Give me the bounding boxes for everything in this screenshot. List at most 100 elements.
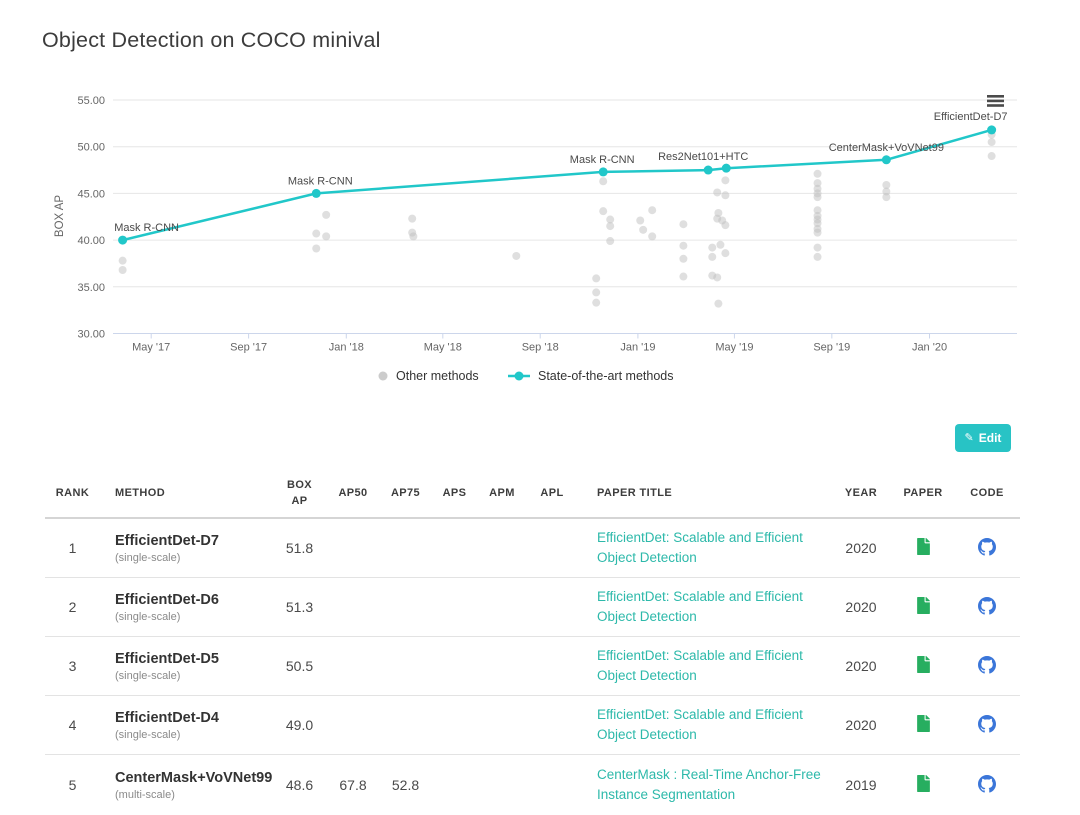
code-cell [954,655,1020,677]
table-header-row: RANK METHOD BOX AP AP50 AP75 APS APM APL… [45,470,1020,519]
sota-point[interactable] [118,235,128,245]
y-axis-title: BOX AP [54,195,66,238]
year-cell: 2019 [845,777,877,793]
paper-title-link[interactable]: EfficientDet: Scalable and Efficient Obj… [597,647,803,683]
col-header-code: CODE [970,486,1004,499]
table-row: 3 EfficientDet-D5 (single-scale) 50.5 Ef… [45,637,1020,696]
other-method-point [679,272,688,281]
paper-cell [892,597,954,617]
year-cell: 2020 [845,717,877,733]
paper-title-link[interactable]: EfficientDet: Scalable and Efficient Obj… [597,529,803,565]
other-method-point [648,206,657,215]
github-icon[interactable] [978,714,996,733]
sota-point[interactable] [598,167,608,177]
method-cell: EfficientDet-D4 (single-scale) [100,710,272,741]
legend-other-label[interactable]: Other methods [396,369,479,383]
year-cell: 2020 [845,540,877,556]
box-ap-cell: 50.5 [285,658,314,674]
other-method-point [639,225,648,234]
paper-title-link[interactable]: CenterMask : Real-Time Anchor-Free Insta… [597,766,821,802]
other-method-point [592,288,601,297]
col-header-box-ap: BOX AP [286,478,313,507]
rank-cell: 3 [68,658,77,674]
y-tick-label: 35.00 [77,282,105,294]
sota-point[interactable] [721,163,731,173]
other-method-point [987,152,996,161]
paper-cell [892,775,954,795]
other-method-point [606,215,615,224]
other-method-point [713,273,722,282]
other-method-point [721,249,730,258]
legend-sota-label[interactable]: State-of-the-art methods [538,369,673,383]
github-icon[interactable] [978,774,996,793]
leaderboard-table: RANK METHOD BOX AP AP50 AP75 APS APM APL… [45,470,1020,815]
table-row: 5 CenterMask+VoVNet99 (multi-scale) 48.6… [45,755,1020,815]
paper-cell [892,656,954,676]
paper-title-link[interactable]: EfficientDet: Scalable and Efficient Obj… [597,706,803,742]
table-row: 1 EfficientDet-D7 (single-scale) 51.8 Ef… [45,519,1020,578]
x-tick-label: Jan '20 [912,342,947,354]
paper-icon[interactable] [916,656,930,673]
sota-point[interactable] [311,188,321,198]
ap75-cell: 52.8 [391,777,420,793]
chart-menu-icon[interactable] [987,95,1004,107]
other-method-point [716,240,725,249]
sota-point[interactable] [881,155,891,165]
sota-point-label: EfficientDet-D7 [934,111,1008,123]
other-method-point [606,237,615,246]
edit-button[interactable]: ✎ Edit [955,424,1011,452]
x-tick-label: Sep '19 [813,342,850,354]
box-ap-cell: 51.3 [285,599,314,615]
other-method-point [813,206,822,215]
sota-point[interactable] [703,165,713,175]
box-ap-cell: 48.6 [285,777,314,793]
paper-icon[interactable] [916,538,930,555]
other-method-point [813,169,822,178]
table-row: 2 EfficientDet-D6 (single-scale) 51.3 Ef… [45,578,1020,637]
method-name: EfficientDet-D5 [115,650,219,667]
other-method-point [636,216,645,225]
chart-canvas: 55.00 50.00 45.00 40.00 35.00 30.00 May '17 Sep… [54,95,1017,383]
paper-icon[interactable] [916,775,930,792]
x-tick-label: May '19 [715,342,753,354]
x-tick-label: Jan '18 [329,342,364,354]
paper-icon[interactable] [916,597,930,614]
other-method-point [813,179,822,188]
other-method-point [714,209,723,218]
other-method-point [512,251,521,260]
other-method-point [721,221,730,230]
sota-point[interactable] [987,125,997,135]
legend-other-marker[interactable] [378,371,388,381]
year-cell: 2020 [845,599,877,615]
col-header-aps: APS [442,486,467,499]
paper-title-link[interactable]: EfficientDet: Scalable and Efficient Obj… [597,588,803,624]
code-cell [954,714,1020,736]
other-method-point [813,243,822,252]
github-icon[interactable] [978,655,996,674]
box-ap-cell: 49.0 [285,717,314,733]
other-method-point [721,191,730,200]
method-cell: EfficientDet-D5 (single-scale) [100,651,272,682]
legend-sota-marker[interactable] [514,371,524,381]
other-method-point [312,229,321,238]
ap50-cell: 67.8 [339,777,367,793]
github-icon[interactable] [978,537,996,556]
col-header-ap50: AP50 [338,486,368,499]
other-method-point [322,232,331,241]
paper-title-cell: EfficientDet: Scalable and Efficient Obj… [577,587,830,628]
other-method-point [679,241,688,250]
paper-cell [892,715,954,735]
method-cell: EfficientDet-D7 (single-scale) [100,533,272,564]
sota-point-label: CenterMask+VoVNet99 [829,142,944,154]
github-icon[interactable] [978,596,996,615]
col-header-paper: PAPER [903,486,943,499]
sota-point-label: Mask R-CNN [114,222,179,234]
sota-point-label: Mask R-CNN [288,175,353,187]
other-method-point [679,254,688,263]
paper-icon[interactable] [916,715,930,732]
other-method-point [648,232,657,241]
y-tick-label: 50.00 [77,142,105,154]
other-method-point [592,298,601,307]
method-note: (single-scale) [115,669,181,682]
other-method-point [599,177,608,186]
